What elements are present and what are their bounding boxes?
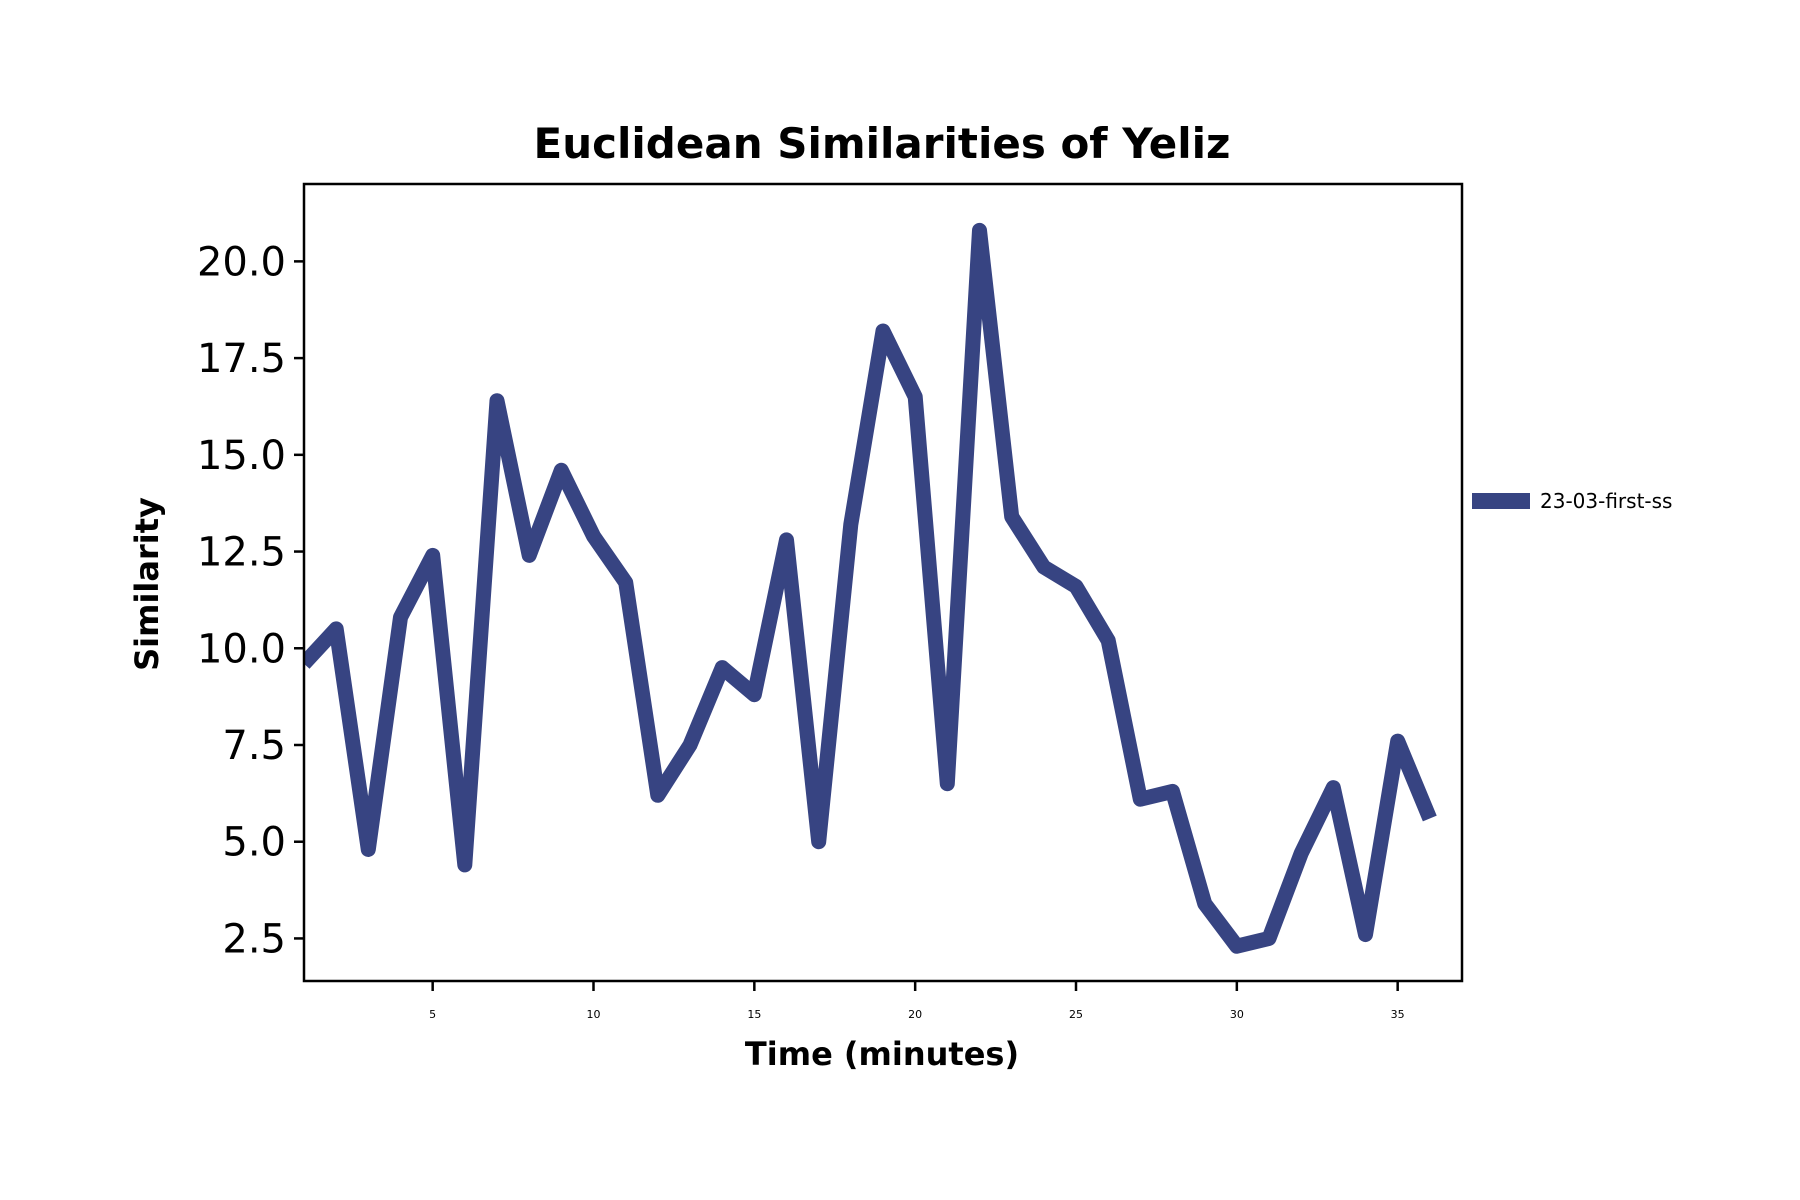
plot-frame — [302, 182, 1464, 983]
y-tick-label: 2.5 — [222, 916, 286, 962]
y-axis: 2.5 5.0 7.5 10.0 12.5 15.0 17.5 20.0 — [197, 239, 304, 962]
y-tick-label: 20.0 — [197, 239, 286, 285]
y-tick-label: 12.5 — [197, 530, 286, 576]
x-tick-label: 35 — [1391, 1008, 1405, 1021]
x-tick-label: 25 — [1069, 1008, 1083, 1021]
series-layer — [304, 222, 1437, 954]
legend: 23-03-first-ss — [1472, 489, 1672, 513]
y-tick-label: 10.0 — [197, 626, 286, 672]
x-tick-label: 15 — [747, 1008, 761, 1021]
y-tick-label: 15.0 — [197, 433, 286, 479]
x-tick-label: 5 — [429, 1008, 436, 1021]
legend-label: 23-03-first-ss — [1540, 489, 1672, 513]
x-axis-label: Time (minutes) — [745, 1035, 1019, 1073]
y-axis-label: Similarity — [128, 497, 166, 671]
x-axis: 5 10 15 20 25 30 35 — [429, 981, 1405, 1021]
legend-swatch — [1472, 493, 1530, 509]
chart-title: Euclidean Similarities of Yeliz — [534, 119, 1231, 168]
y-tick-label: 5.0 — [222, 820, 286, 866]
y-tick-label: 17.5 — [197, 336, 286, 382]
x-tick-label: 10 — [587, 1008, 601, 1021]
series-line-0 — [304, 222, 1437, 954]
y-tick-label: 7.5 — [222, 723, 286, 769]
x-tick-label: 20 — [908, 1008, 922, 1021]
x-tick-label: 30 — [1230, 1008, 1244, 1021]
